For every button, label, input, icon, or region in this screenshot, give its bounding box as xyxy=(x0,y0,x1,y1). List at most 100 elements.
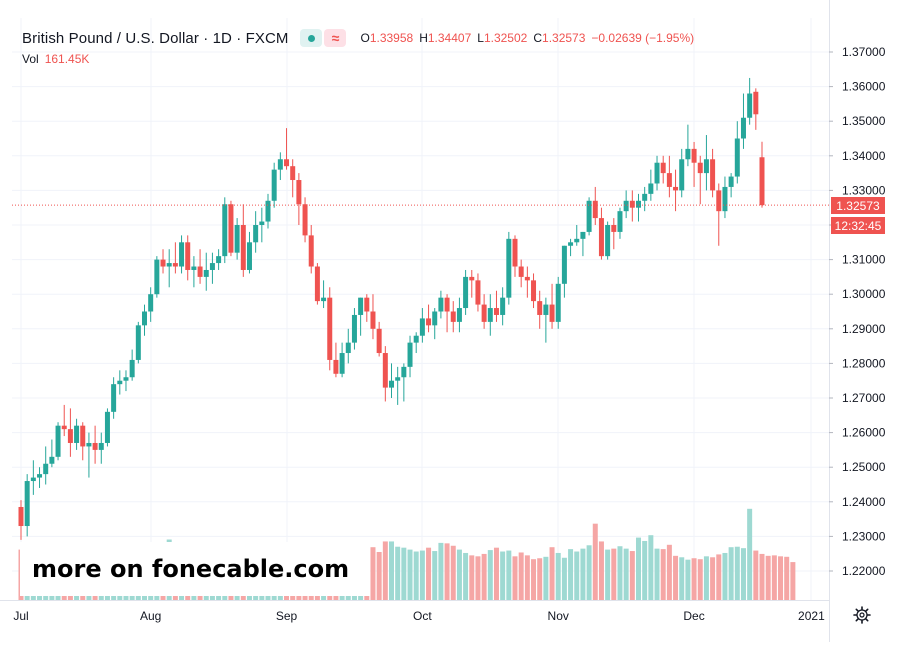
volume-bar xyxy=(568,549,574,600)
volume-bar xyxy=(747,508,753,600)
candle-body xyxy=(259,221,265,225)
candle-body xyxy=(629,200,635,208)
candle-body xyxy=(203,269,209,277)
volume-bar xyxy=(574,551,580,600)
candle-body xyxy=(407,342,413,367)
volume-bar xyxy=(493,547,499,600)
last-price-tag: 1.32573 xyxy=(831,197,885,214)
candle-body xyxy=(524,276,530,281)
candle-body xyxy=(703,159,709,174)
candle-body xyxy=(456,308,462,322)
volume-bar xyxy=(617,546,623,600)
candle-body xyxy=(61,425,67,430)
volume-bar xyxy=(673,555,679,600)
candle-body xyxy=(296,180,302,205)
change-value: −0.02639 (−1.95%) xyxy=(591,31,695,45)
volume-bar xyxy=(555,552,561,600)
candle-body xyxy=(314,266,320,302)
volume-bar xyxy=(611,548,617,600)
candle-body xyxy=(642,193,648,201)
volume-bar xyxy=(531,559,537,600)
candle-body xyxy=(401,366,407,378)
candle-body xyxy=(697,162,703,174)
candle-body xyxy=(117,380,123,385)
candle-body xyxy=(759,157,765,206)
low-label: L xyxy=(477,31,484,45)
volume-bar xyxy=(734,546,740,600)
candle-body xyxy=(734,138,740,177)
volume-legend: Vol 161.45K xyxy=(22,52,89,66)
candle-body xyxy=(55,425,61,457)
candle-body xyxy=(154,259,160,295)
market-open-badge[interactable] xyxy=(300,29,323,47)
candle-body xyxy=(333,359,339,374)
candle-body xyxy=(24,481,30,527)
close-value: 1.32573 xyxy=(542,31,586,45)
candle-body xyxy=(364,297,370,312)
volume-bar xyxy=(580,548,586,600)
candle-body xyxy=(623,200,629,212)
y-tick-label: 1.29000 xyxy=(842,322,886,336)
settings-gear-icon[interactable] xyxy=(852,605,872,625)
volume-bar xyxy=(685,559,691,600)
candle-body xyxy=(753,91,759,115)
candle-body xyxy=(654,162,660,184)
candle-body xyxy=(148,294,154,312)
candle-body xyxy=(568,242,574,246)
countdown-tag: 12:32:45 xyxy=(831,217,885,234)
candle-body xyxy=(592,200,598,219)
candle-body xyxy=(265,200,271,222)
candle-body xyxy=(345,342,351,354)
x-tick-label: Jul xyxy=(13,609,28,623)
candle-body xyxy=(747,93,753,118)
candle-body xyxy=(493,308,499,315)
candle-body xyxy=(611,225,617,232)
candle-body xyxy=(197,266,203,277)
candle-body xyxy=(512,238,518,267)
candle-body xyxy=(308,235,314,267)
volume-bar xyxy=(518,552,524,600)
volume-bar xyxy=(487,550,493,600)
volume-bar xyxy=(722,552,728,600)
volume-bar xyxy=(500,551,506,600)
volume-bar xyxy=(438,542,444,600)
candle-body xyxy=(271,169,277,201)
candle-body xyxy=(382,353,388,388)
volume-bar xyxy=(654,548,660,600)
volume-bar xyxy=(419,550,425,600)
candle-body xyxy=(481,304,487,322)
candle-body xyxy=(209,263,215,270)
candle-body xyxy=(463,276,469,309)
volume-bar xyxy=(740,548,746,600)
candle-body xyxy=(543,304,549,315)
candle-body xyxy=(716,190,722,212)
volume-bar xyxy=(703,556,709,600)
x-tick-label: Oct xyxy=(413,609,432,623)
y-tick-label: 1.27000 xyxy=(842,391,886,405)
candle-body xyxy=(561,245,567,284)
volume-bar xyxy=(506,550,512,600)
volume-bar xyxy=(642,540,648,600)
candle-body xyxy=(598,218,604,257)
y-tick-label: 1.33000 xyxy=(842,183,886,197)
candle-body xyxy=(450,311,456,322)
x-tick-label: Aug xyxy=(140,609,161,623)
candle-body xyxy=(549,304,555,322)
candle-body xyxy=(160,259,166,267)
volume-bar xyxy=(376,552,382,600)
volume-bar xyxy=(790,562,796,600)
candle-body xyxy=(104,411,110,443)
y-tick-label: 1.35000 xyxy=(842,114,886,128)
candle-body xyxy=(370,311,376,329)
candle-body xyxy=(518,266,524,277)
candle-body xyxy=(67,429,73,443)
volume-bar xyxy=(710,557,716,600)
candle-body xyxy=(327,297,333,360)
volume-bar xyxy=(592,523,598,600)
candle-body xyxy=(555,283,561,322)
wave-badge[interactable]: ≈ xyxy=(324,29,347,47)
candle-body xyxy=(80,425,86,447)
symbol-title[interactable]: British Pound / U.S. Dollar · 1D · FXCM xyxy=(22,29,289,47)
volume-bar xyxy=(524,555,530,600)
candle-body xyxy=(432,311,438,326)
